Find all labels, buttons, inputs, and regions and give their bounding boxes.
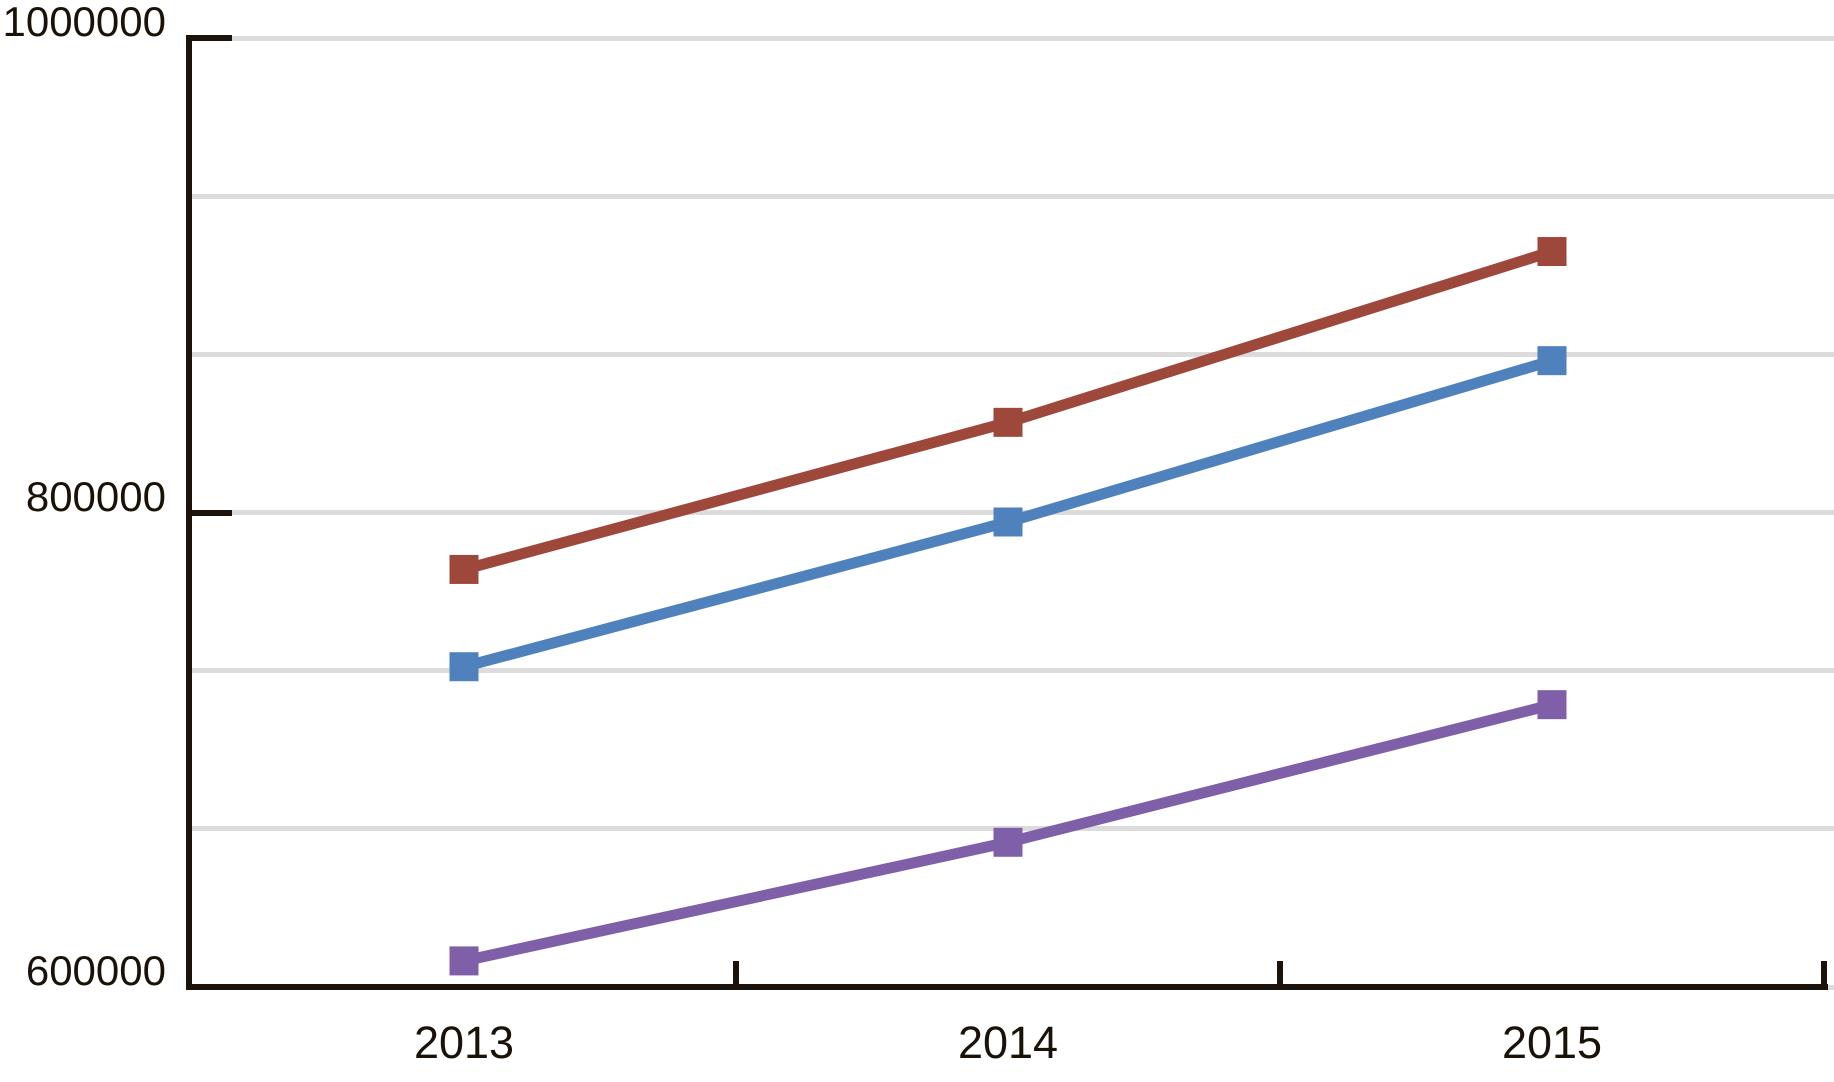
horizontal-gridline xyxy=(189,35,1834,41)
x-axis-tick xyxy=(1277,961,1283,988)
y-axis-tick xyxy=(186,984,232,990)
x-axis-tick-label: 2015 xyxy=(1501,1017,1603,1068)
blue-series-marker xyxy=(449,652,479,682)
horizontal-gridline xyxy=(189,351,1834,357)
horizontal-gridline xyxy=(189,668,1834,674)
blue-series-marker xyxy=(993,507,1023,537)
x-axis-tick-label: 2013 xyxy=(413,1017,515,1068)
x-axis-line xyxy=(186,984,1828,990)
y-axis-tick-label: 800000 xyxy=(25,472,166,520)
y-axis-tick xyxy=(186,35,232,41)
purple-series-marker xyxy=(1537,690,1567,720)
brown-series-marker xyxy=(449,554,479,584)
blue-series-marker xyxy=(1537,346,1567,376)
y-axis-tick xyxy=(186,509,232,516)
brown-series-marker xyxy=(1537,237,1567,267)
purple-series-marker xyxy=(993,827,1023,857)
horizontal-gridline xyxy=(189,193,1834,199)
y-axis-tick-label: 1000000 xyxy=(2,0,166,45)
purple-series-marker xyxy=(449,946,479,976)
y-axis-tick-label: 600000 xyxy=(25,947,166,994)
x-axis-tick xyxy=(1821,961,1827,988)
x-axis-tick xyxy=(733,961,739,988)
x-axis-tick-label: 2014 xyxy=(957,1017,1059,1068)
brown-series-marker xyxy=(993,407,1023,437)
